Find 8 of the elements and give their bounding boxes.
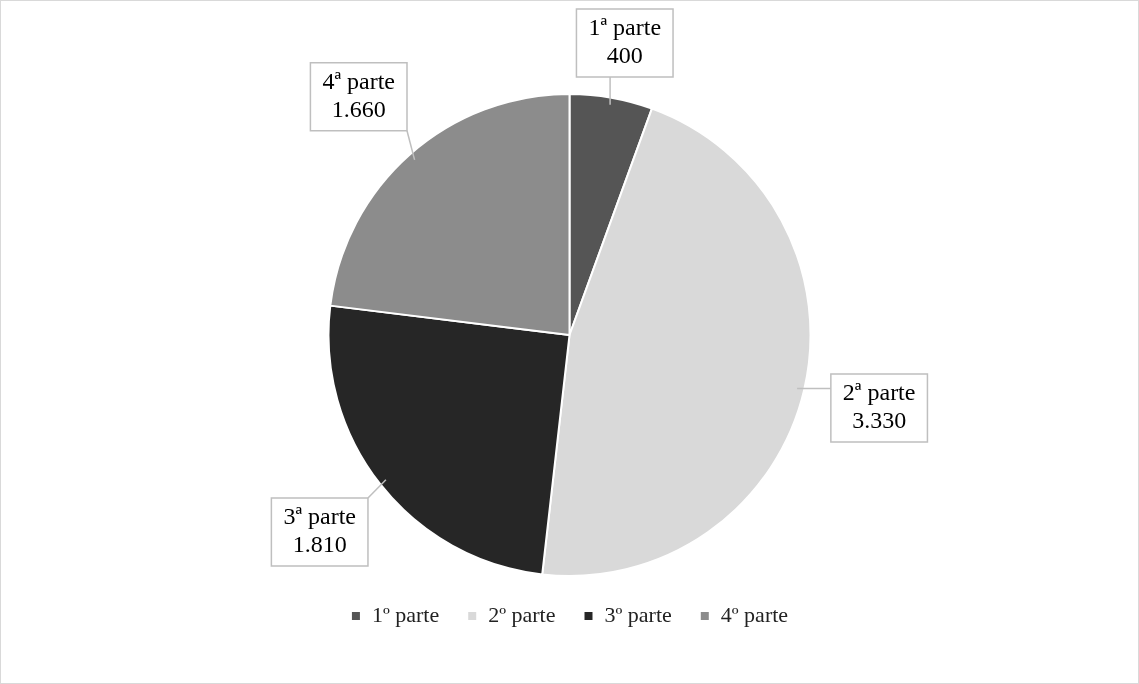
data-label: 3ª parte 1.810 — [283, 503, 356, 558]
data-label: 1ª parte 400 — [588, 14, 662, 69]
legend-label: 4º parte — [720, 601, 789, 627]
legend-label: 2º parte — [488, 601, 556, 627]
legend-label: 1º parte — [371, 601, 440, 627]
legend-label: 3º parte — [604, 601, 672, 627]
data-label: 2ª parte 3.330 — [842, 379, 916, 434]
data-label: 4ª parte 1.660 — [322, 68, 395, 123]
